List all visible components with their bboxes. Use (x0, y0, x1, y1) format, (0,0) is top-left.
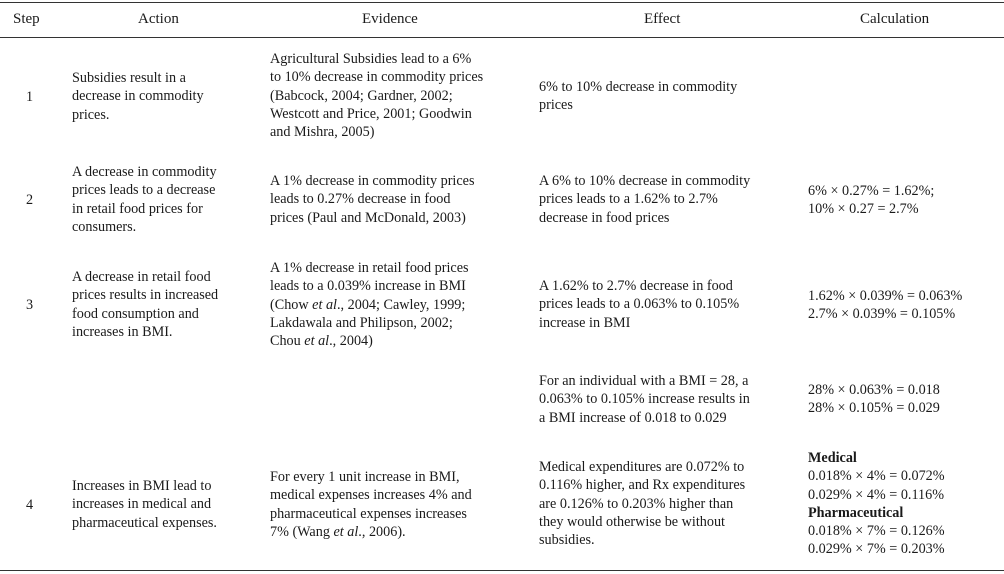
top-rule (0, 2, 1004, 3)
row-action: A decrease in retail food prices results… (72, 269, 219, 340)
calc-medical-label: Medical (808, 450, 857, 466)
row-effect: A 6% to 10% decrease in commodity prices… (539, 173, 751, 226)
row-action: Subsidies result in a decrease in commod… (72, 70, 204, 123)
row-step: 1 (26, 89, 34, 105)
row-calculation: 1.62% × 0.039% = 0.063% 2.7% × 0.039% = … (808, 288, 963, 323)
row-effect: A 1.62% to 2.7% decrease in food prices … (539, 278, 740, 331)
header-action: Action (138, 11, 179, 27)
calc-pharma-label: Pharmaceutical (808, 504, 904, 521)
calc-medical: 0.018% × 4% = 0.072% 0.029% × 4% = 0.116… (808, 468, 945, 503)
header-effect: Effect (644, 11, 681, 27)
row-effect: 6% to 10% decrease in commodity prices (539, 79, 738, 114)
row-action: A decrease in commodity prices leads to … (72, 164, 217, 235)
row-action: Increases in BMI lead to increases in me… (72, 478, 217, 531)
header-rule (0, 37, 1004, 38)
bottom-rule (0, 570, 1004, 571)
row-calculation: 6% × 0.27% = 1.62%; 10% × 0.27 = 2.7% (808, 183, 935, 218)
row-step: 3 (26, 297, 34, 313)
row-calculation: 28% × 0.063% = 0.018 28% × 0.105% = 0.02… (808, 382, 940, 417)
row-effect: Medical expenditures are 0.072% to 0.116… (539, 459, 746, 549)
row-step: 2 (26, 192, 34, 208)
row-effect: For an individual with a BMI = 28, a 0.0… (539, 373, 750, 426)
row-evidence: Agricultural Subsidies lead to a 6% to 1… (270, 51, 484, 141)
row-step: 4 (26, 497, 34, 513)
row-calculation: Medical 0.018% × 4% = 0.072% 0.029% × 4%… (808, 449, 945, 559)
header-step: Step (13, 11, 40, 27)
header-calculation: Calculation (860, 11, 930, 27)
calc-pharma: 0.018% × 7% = 0.126% 0.029% × 7% = 0.203… (808, 523, 945, 558)
row-evidence: A 1% decrease in commodity prices leads … (270, 173, 475, 226)
row-evidence: For every 1 unit increase in BMI, medica… (270, 469, 472, 540)
header-evidence: Evidence (362, 11, 418, 27)
row-evidence: A 1% decrease in retail food prices lead… (270, 260, 469, 350)
